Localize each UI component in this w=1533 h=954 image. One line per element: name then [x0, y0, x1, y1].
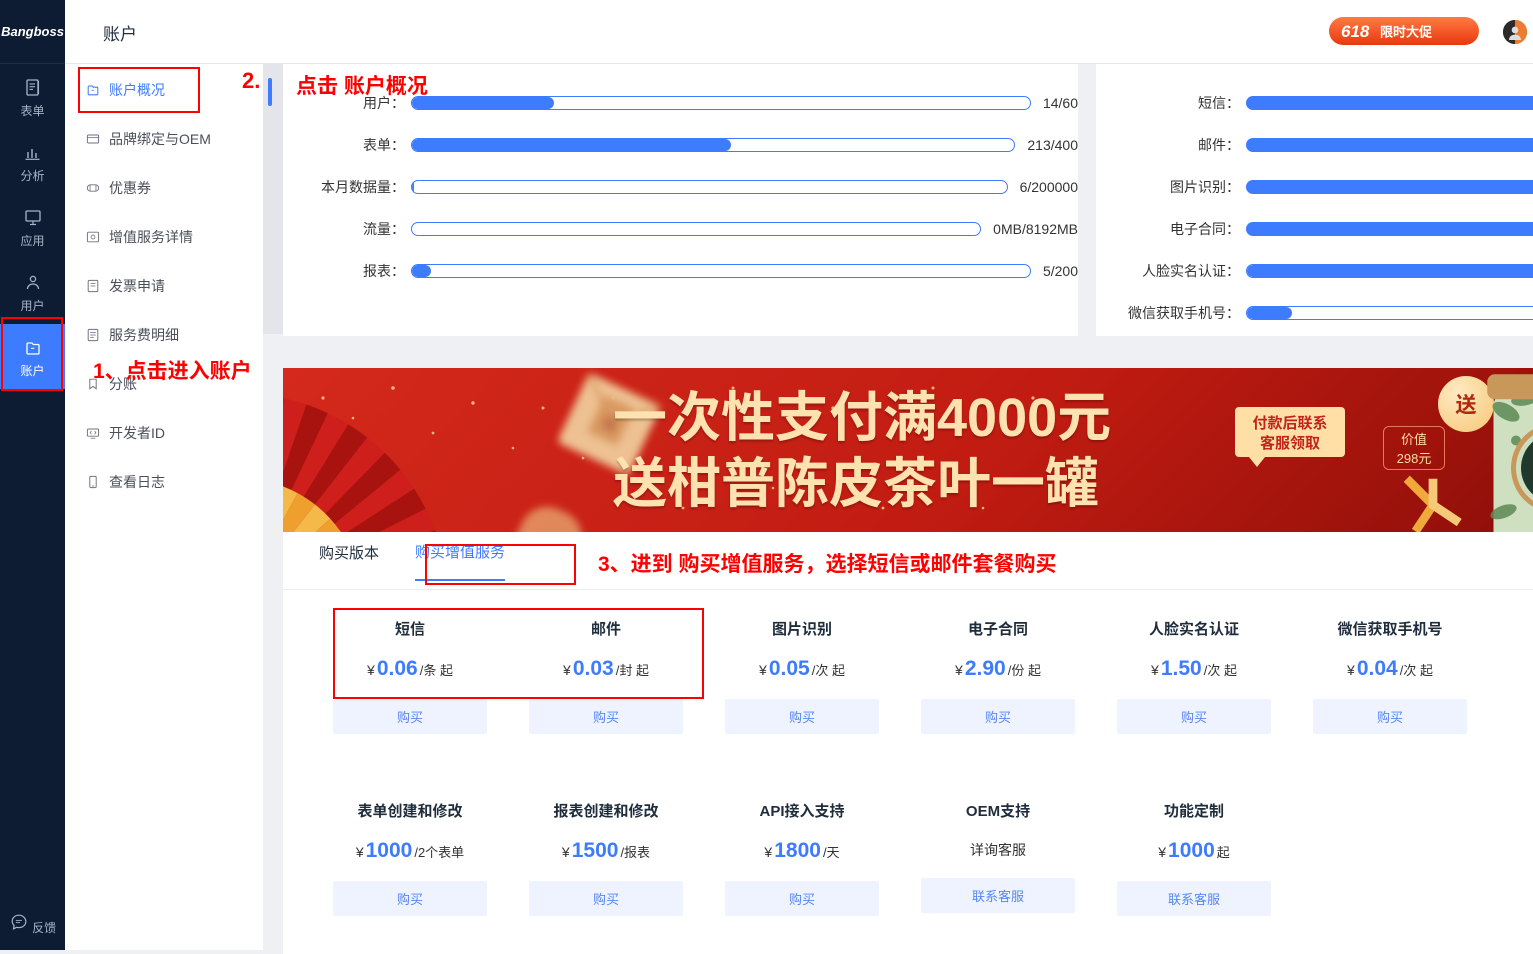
- svg-text:618: 618: [1341, 22, 1370, 41]
- svg-text:限时大促: 限时大促: [1380, 25, 1433, 40]
